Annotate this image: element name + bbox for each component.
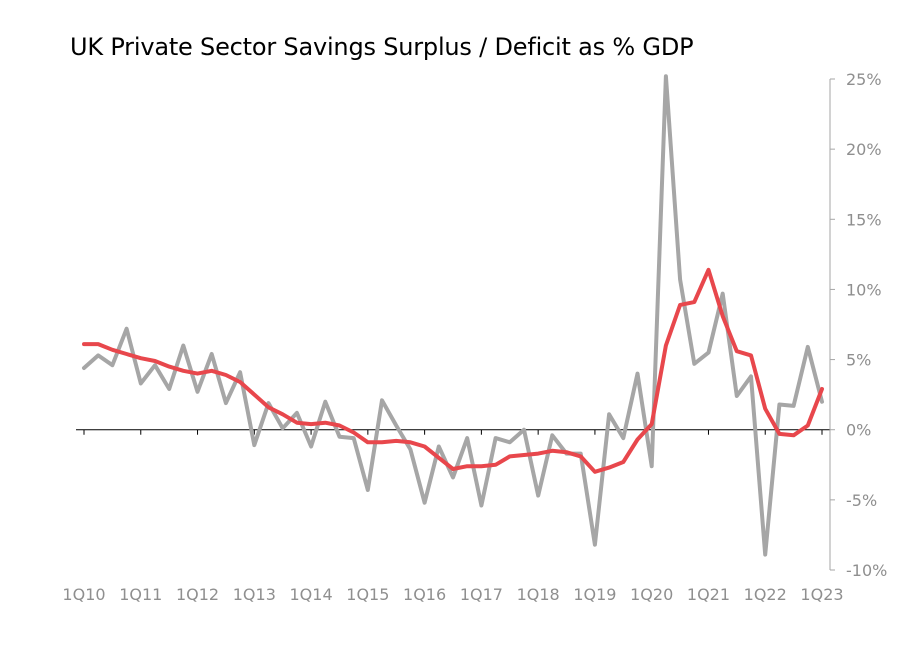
y-tick-label: -10% — [846, 561, 887, 580]
x-tick-label: 1Q20 — [630, 585, 673, 604]
x-tick-label: 1Q13 — [233, 585, 276, 604]
y-tick-label: 15% — [846, 210, 882, 229]
chart-title: UK Private Sector Savings Surplus / Defi… — [70, 33, 694, 61]
x-tick-label: 1Q22 — [744, 585, 787, 604]
x-tick-label: 1Q19 — [573, 585, 616, 604]
y-tick-label: 20% — [846, 140, 882, 159]
y-tick-label: 10% — [846, 280, 882, 299]
series-line-1 — [82, 74, 824, 557]
x-tick-label: 1Q11 — [119, 585, 162, 604]
x-tick-label: 1Q18 — [517, 585, 560, 604]
x-tick-label: 1Q14 — [290, 585, 333, 604]
y-tick-label: 25% — [846, 70, 882, 89]
y-tick-label: 0% — [846, 421, 871, 440]
x-tick-label: 1Q10 — [62, 585, 105, 604]
series-line-2 — [82, 267, 824, 474]
x-tick-label: 1Q16 — [403, 585, 446, 604]
x-tick-label: 1Q12 — [176, 585, 219, 604]
y-tick-label: 5% — [846, 351, 871, 370]
x-tick-label: 1Q21 — [687, 585, 730, 604]
x-tick-label: 1Q23 — [800, 585, 843, 604]
y-tick-label: -5% — [846, 491, 877, 510]
x-tick-label: 1Q15 — [346, 585, 389, 604]
x-tick-label: 1Q17 — [460, 585, 503, 604]
